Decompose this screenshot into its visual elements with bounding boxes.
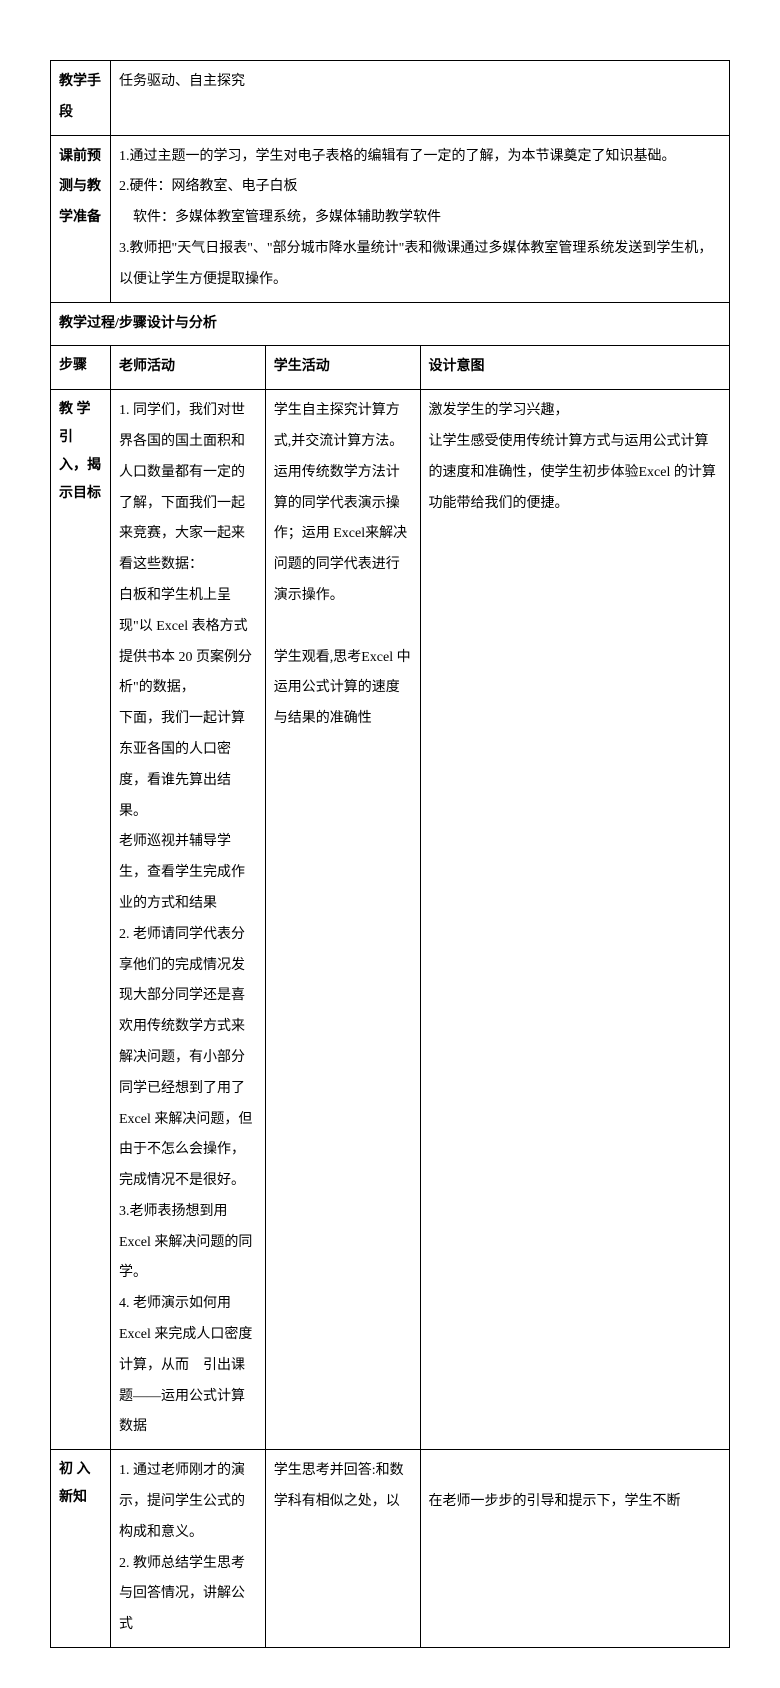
s1-t-p3: 下面，我们一起计算东亚各国的人口密度，看谁先算出结果。 xyxy=(119,704,257,827)
stage-intro-row: 教 学引 入，揭 示目标 1. 同学们，我们对世界各国的国土面积和人口数量都有一… xyxy=(51,390,730,1450)
prep-p2: 2.硬件：网络教室、电子白板 xyxy=(119,172,721,203)
s1-d-p1: 激发学生的学习兴趣， xyxy=(429,396,722,427)
s1-t-p2: 白板和学生机上呈现"以 Excel 表格方式提供书本 20 页案例分析"的数据， xyxy=(119,581,257,704)
s1-s-p2: 运用传统数学方法计算的同学代表演示操作；运用 Excel来解决问题的同学代表进行… xyxy=(274,458,412,612)
s2-d-p1: 在老师一步步的引导和提示下，学生不断 xyxy=(429,1487,722,1518)
header-design: 设计意图 xyxy=(420,346,730,390)
label-teaching-method: 教学手段 xyxy=(51,61,111,136)
stage1-design: 激发学生的学习兴趣， 让学生感受使用传统计算方式与运用公式计算的速度和准确性，使… xyxy=(420,390,730,1450)
teaching-method-row: 教学手段 任务驱动、自主探究 xyxy=(51,61,730,136)
process-section-header: 教学过程/步骤设计与分析 xyxy=(51,302,730,346)
stage1-label: 教 学引 入，揭 示目标 xyxy=(51,390,111,1450)
stage1-student: 学生自主探究计算方式,并交流计算方法。 运用传统数学方法计算的同学代表演示操作；… xyxy=(265,390,420,1450)
s2-s-p1: 学生思考并回答:和数学科有相似之处，以 xyxy=(274,1456,412,1518)
stage2-design: 在老师一步步的引导和提示下，学生不断 xyxy=(420,1450,730,1648)
s1-t-p4: 老师巡视并辅导学生，查看学生完成作业的方式和结果 xyxy=(119,827,257,919)
prep-p3: 软件：多媒体教室管理系统，多媒体辅助教学软件 xyxy=(119,203,721,234)
header-student: 学生活动 xyxy=(265,346,420,390)
label-preparation: 课前预测与教学准备 xyxy=(51,135,111,302)
stage2-label: 初 入新知 xyxy=(51,1450,111,1648)
s1-d-p2: 让学生感受使用传统计算方式与运用公式计算的速度和准确性，使学生初步体验Excel… xyxy=(429,427,722,519)
prep-p1: 1.通过主题一的学习，学生对电子表格的编辑有了一定的了解，为本节课奠定了知识基础… xyxy=(119,142,721,173)
stage-newknow-row: 初 入新知 1. 通过老师刚才的演示，提问学生公式的构成和意义。 2. 教师总结… xyxy=(51,1450,730,1648)
content-preparation: 1.通过主题一的学习，学生对电子表格的编辑有了一定的了解，为本节课奠定了知识基础… xyxy=(111,135,730,302)
s1-s-p3: 学生观看,思考Excel 中运用公式计算的速度与结果的准确性 xyxy=(274,643,412,735)
column-header-row: 步骤 老师活动 学生活动 设计意图 xyxy=(51,346,730,390)
header-step: 步骤 xyxy=(51,346,111,390)
header-teacher: 老师活动 xyxy=(111,346,266,390)
s1-t-p7: 4. 老师演示如何用 Excel 来完成人口密度计算，从而 引出课题——运用公式… xyxy=(119,1289,257,1443)
s1-s-p1: 学生自主探究计算方式,并交流计算方法。 xyxy=(274,396,412,458)
stage1-teacher: 1. 同学们，我们对世界各国的国土面积和人口数量都有一定的了解，下面我们一起来竞… xyxy=(111,390,266,1450)
process-header-row: 教学过程/步骤设计与分析 xyxy=(51,302,730,346)
s1-t-p5: 2. 老师请同学代表分享他们的完成情况发现大部分同学还是喜欢用传统数学方式来解决… xyxy=(119,920,257,1197)
preparation-row: 课前预测与教学准备 1.通过主题一的学习，学生对电子表格的编辑有了一定的了解，为… xyxy=(51,135,730,302)
lesson-plan-table: 教学手段 任务驱动、自主探究 课前预测与教学准备 1.通过主题一的学习，学生对电… xyxy=(50,60,730,1648)
s1-t-p6: 3.老师表扬想到用 Excel 来解决问题的同学。 xyxy=(119,1197,257,1289)
stage2-student: 学生思考并回答:和数学科有相似之处，以 xyxy=(265,1450,420,1648)
s2-t-p2: 2. 教师总结学生思考与回答情况，讲解公式 xyxy=(119,1549,257,1641)
s2-t-p1: 1. 通过老师刚才的演示，提问学生公式的构成和意义。 xyxy=(119,1456,257,1548)
s1-t-p1: 1. 同学们，我们对世界各国的国土面积和人口数量都有一定的了解，下面我们一起来竞… xyxy=(119,396,257,581)
stage2-teacher: 1. 通过老师刚才的演示，提问学生公式的构成和意义。 2. 教师总结学生思考与回… xyxy=(111,1450,266,1648)
prep-p4: 3.教师把"天气日报表"、"部分城市降水量统计"表和微课通过多媒体教室管理系统发… xyxy=(119,234,721,296)
content-teaching-method: 任务驱动、自主探究 xyxy=(111,61,730,136)
